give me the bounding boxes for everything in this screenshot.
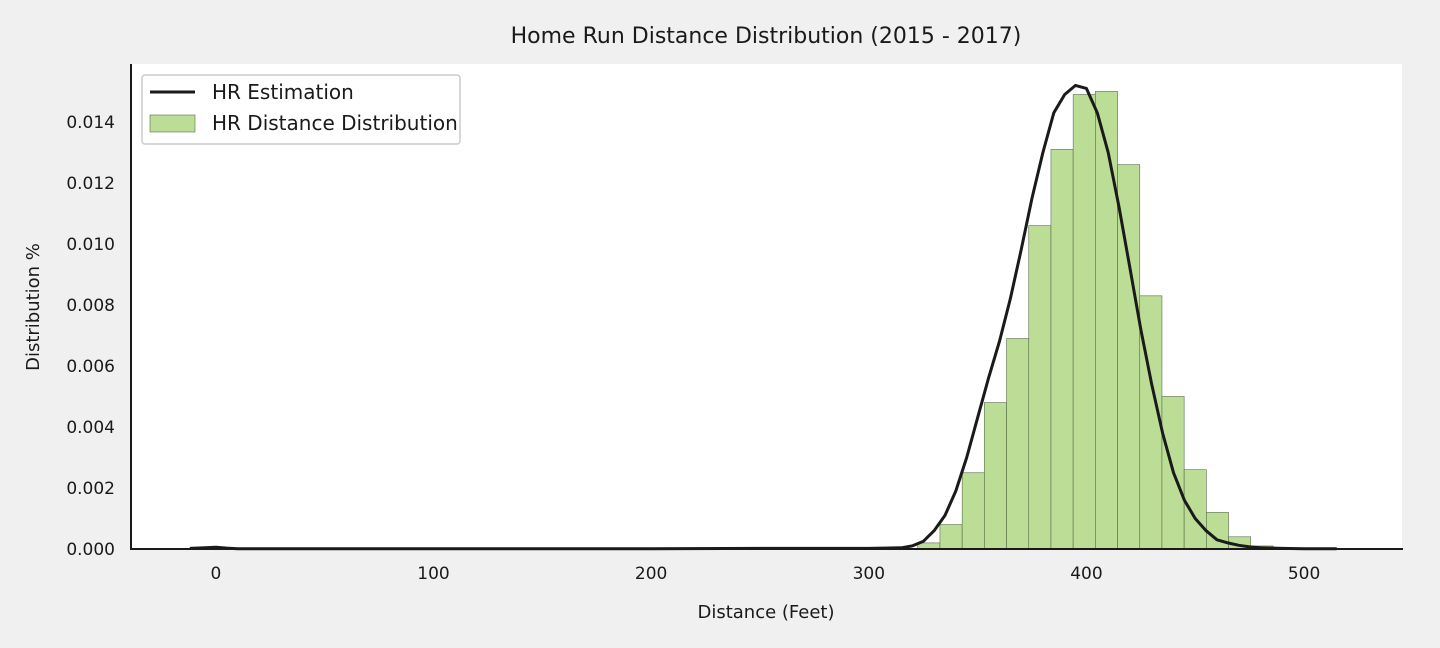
histogram-bar	[1183, 469, 1207, 550]
x-tick-label: 400	[1070, 564, 1102, 584]
legend-box	[141, 74, 461, 145]
chart-title: Home Run Distance Distribution (2015 - 2…	[511, 24, 1022, 49]
histogram-bars	[917, 91, 1274, 550]
y-tick-label: 0.008	[66, 296, 115, 316]
histogram-bar	[1006, 338, 1030, 550]
legend-label-distribution: HR Distance Distribution	[212, 111, 458, 135]
y-tick-label: 0.006	[66, 357, 115, 377]
y-tick-label: 0.010	[66, 235, 115, 255]
plot-area	[131, 64, 1402, 549]
x-tick-labels: 0 100 200 300 400 500	[210, 564, 1320, 584]
histogram-bar	[984, 402, 1007, 550]
histogram-bar	[961, 472, 985, 550]
x-tick-label: 200	[635, 564, 667, 584]
y-axis-label: Distribution %	[23, 243, 44, 371]
y-tick-label: 0.004	[66, 418, 115, 438]
y-tick-label: 0.014	[66, 113, 115, 133]
histogram-bar	[1028, 225, 1052, 550]
x-tick-label: 300	[853, 564, 885, 584]
legend-bar-swatch	[149, 114, 196, 133]
x-axis-label: Distance (Feet)	[697, 602, 834, 623]
x-tick-label: 100	[417, 564, 449, 584]
y-tick-label: 0.002	[66, 479, 115, 499]
y-tick-label: 0.012	[66, 174, 115, 194]
histogram-bar	[1095, 91, 1118, 550]
y-tick-labels: 0.000 0.002 0.004 0.006 0.008 0.010 0.012 0.014	[66, 113, 115, 560]
legend-label-estimation: HR Estimation	[212, 80, 354, 104]
histogram-bar	[1050, 149, 1074, 550]
x-tick-label: 500	[1288, 564, 1320, 584]
x-tick-label: 0	[210, 564, 221, 584]
histogram-bar	[939, 524, 963, 550]
legend: HR Estimation HR Distance Distribution	[141, 74, 461, 145]
histogram-bar	[1072, 94, 1096, 550]
y-tick-label: 0.000	[66, 540, 115, 560]
